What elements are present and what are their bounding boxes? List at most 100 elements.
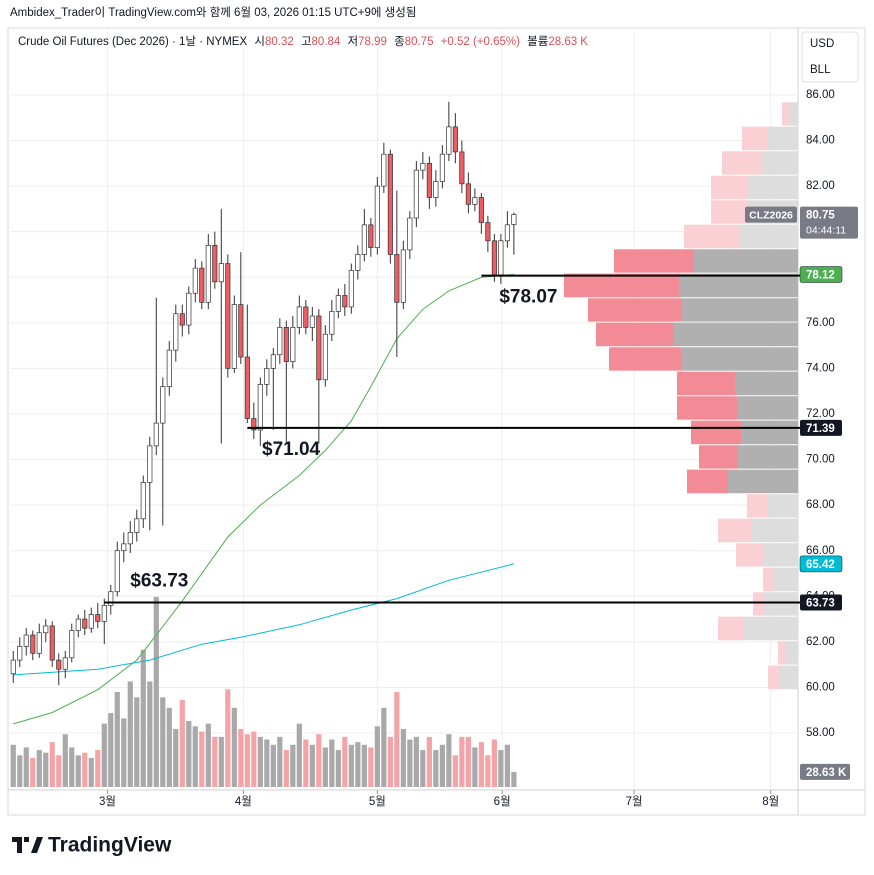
volume-bar	[114, 692, 120, 787]
candle-body	[296, 306, 302, 328]
candle-body	[491, 240, 497, 276]
volume-bar	[186, 721, 192, 787]
candle-body	[192, 267, 198, 294]
candle-body	[43, 625, 49, 634]
currency-button[interactable]: BLL	[810, 64, 831, 76]
candle-body	[147, 445, 153, 483]
profile-down	[677, 371, 735, 396]
volume-bar	[134, 697, 140, 787]
candle-body	[134, 518, 140, 533]
candle-body	[114, 550, 120, 593]
candle-body	[329, 311, 335, 335]
candle-body	[257, 384, 263, 431]
y-tick-label: 72.00	[806, 408, 835, 420]
profile-up	[694, 249, 798, 273]
volume-bar	[283, 750, 289, 787]
candle-body	[452, 126, 458, 153]
volume-bar	[478, 742, 484, 787]
profile-up	[768, 126, 798, 151]
volume-bar	[251, 731, 257, 787]
candle-body	[387, 153, 393, 255]
candles	[10, 101, 517, 686]
profile-up	[735, 371, 798, 396]
x-tick-label: 5월	[369, 795, 386, 808]
profile-down	[699, 445, 738, 469]
volume-bar	[342, 736, 348, 787]
profile-up	[790, 102, 798, 126]
y-tick-label: 68.00	[806, 499, 835, 511]
volume-bar	[179, 699, 185, 787]
candle-body	[465, 183, 471, 205]
profile-up	[748, 175, 798, 200]
candle-body	[218, 263, 224, 283]
candle-body	[381, 153, 387, 187]
candle-body	[394, 254, 400, 303]
logo: TradingView	[12, 834, 172, 857]
annotation: $71.04	[262, 439, 321, 460]
volume-bar	[238, 728, 244, 787]
volume-bar	[413, 736, 419, 787]
candle-body	[238, 304, 244, 358]
currency-button[interactable]: USD	[810, 38, 834, 50]
y-tick-label: 62.00	[806, 636, 835, 648]
volume-bar	[472, 747, 478, 787]
candle-body	[316, 315, 322, 381]
profile-down	[687, 469, 728, 494]
volume-bar	[17, 755, 23, 787]
volume-bar	[374, 726, 380, 787]
candle-body	[225, 263, 231, 369]
candle-body	[355, 254, 361, 271]
profile-down	[718, 518, 752, 543]
volume-bar	[290, 744, 296, 787]
profile-up	[786, 641, 798, 665]
profile-up	[740, 224, 798, 249]
volume-bar	[387, 736, 393, 787]
volume-bar	[329, 739, 335, 787]
volume-bar	[452, 755, 458, 787]
candle-body	[69, 630, 75, 659]
candle-body	[95, 614, 101, 622]
logo-icon	[12, 837, 43, 853]
credit: Ambidex_Trader이 TradingView.com와 함께 6월 0…	[10, 6, 416, 19]
axis-label: 63.73	[806, 597, 835, 609]
volume-bar	[257, 736, 263, 787]
volume	[10, 597, 517, 787]
profile-up	[768, 494, 798, 518]
volume-bar	[212, 736, 218, 787]
last-price-label: 80.75	[806, 210, 835, 222]
symbol-box	[745, 206, 797, 223]
candle-body	[413, 169, 419, 219]
candle-body	[400, 249, 406, 303]
volume-bar	[69, 747, 75, 787]
candle-body	[322, 333, 328, 381]
axis-label-box	[800, 594, 842, 611]
candle-body	[10, 659, 16, 675]
candle-body	[446, 126, 452, 155]
volume-bar	[225, 689, 231, 787]
volume-bar	[199, 731, 205, 787]
volume-bar	[277, 736, 283, 787]
candle-body	[244, 356, 250, 419]
candle-body	[504, 224, 510, 242]
x-tick-label: 4월	[235, 795, 252, 808]
candle-body	[303, 306, 309, 328]
volume-bar	[153, 597, 159, 787]
volume-bar	[394, 692, 400, 787]
legend-value: 78.99	[358, 36, 387, 48]
candle-body	[472, 197, 478, 205]
y-tick-label: 82.00	[806, 180, 835, 192]
legend-value: 80.32	[265, 36, 294, 48]
profile-up	[682, 298, 798, 322]
candle-body	[173, 313, 179, 351]
frame	[7, 27, 866, 816]
candle-body	[433, 181, 439, 198]
volume-bar	[147, 681, 153, 787]
last-price-box	[800, 206, 858, 239]
profile-down	[722, 151, 762, 175]
volume-bar	[426, 736, 432, 787]
profile-up	[763, 543, 798, 567]
y-tick-label: 70.00	[806, 454, 835, 466]
candle-body	[205, 245, 211, 303]
candle-body	[485, 222, 491, 242]
